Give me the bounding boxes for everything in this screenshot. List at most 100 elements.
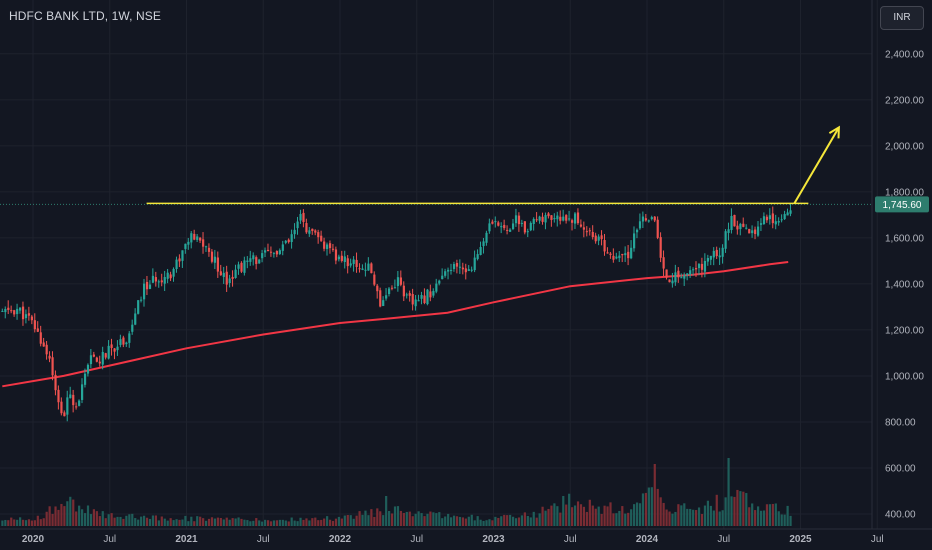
candle-body [547, 213, 550, 217]
candle-body [597, 236, 600, 241]
candle-body [703, 260, 707, 272]
volume-bar [423, 516, 426, 526]
candle-body [426, 289, 429, 305]
candle-body [706, 258, 710, 262]
candle-body [81, 384, 84, 400]
volume-bar [724, 497, 727, 526]
volume-bar [302, 519, 305, 526]
candle-body [768, 215, 771, 220]
candle-body [535, 219, 538, 221]
candle-body [786, 212, 789, 216]
candle-body [441, 275, 444, 280]
candle-body [101, 351, 104, 365]
candle-body [225, 271, 228, 285]
candle-body [222, 272, 225, 277]
candle-body [591, 231, 594, 238]
volume-bar [272, 520, 276, 526]
candle-body [252, 255, 255, 260]
volume-bar [756, 506, 760, 526]
candle-body [594, 235, 597, 242]
volume-bar [414, 513, 417, 526]
volume-bar [544, 510, 547, 526]
volume-bar [390, 513, 394, 526]
volume-bar [748, 507, 751, 526]
candle-body [24, 314, 28, 319]
volume-bar [178, 519, 181, 526]
price-tick-label: 1,000.00 [885, 371, 924, 382]
candle-body [376, 285, 379, 292]
volume-bar [553, 503, 556, 526]
candle-body [379, 290, 382, 307]
candle-body [529, 222, 532, 231]
candle-body [317, 232, 320, 238]
volume-bar [441, 518, 444, 526]
volume-bar [576, 501, 580, 526]
candle-body [733, 214, 736, 227]
volume-bar [320, 519, 323, 526]
candle-body [697, 264, 701, 269]
volume-bar [470, 514, 473, 526]
volume-bar [697, 507, 701, 526]
volume-bar [399, 510, 403, 526]
volume-bar [420, 513, 423, 526]
volume-bar [432, 512, 435, 526]
candle-body [562, 216, 565, 221]
volume-bar [172, 520, 175, 526]
candle-body [204, 246, 208, 248]
volume-bar [721, 510, 724, 526]
candle-body [373, 274, 376, 285]
candle-body [13, 310, 16, 315]
volume-bar [160, 516, 163, 526]
volume-bar [148, 518, 152, 526]
candle-body [712, 250, 715, 258]
candle-body [556, 215, 559, 220]
candle-body [352, 259, 355, 264]
time-tick-label: 2021 [175, 534, 198, 545]
candle-body [145, 281, 149, 290]
volume-bar [193, 521, 196, 526]
price-tick-label: 1,800.00 [885, 187, 924, 198]
volume-bar [408, 511, 411, 526]
price-tick-label: 1,200.00 [885, 325, 924, 336]
candle-body [284, 240, 287, 243]
currency-button[interactable]: INR [880, 6, 924, 30]
price-tick-label: 1,400.00 [885, 279, 924, 290]
candle-body [677, 270, 680, 278]
volume-bar [326, 516, 329, 526]
candle-body [42, 342, 45, 347]
candle-body [1, 310, 4, 312]
volume-bar [644, 492, 648, 526]
time-tick-label: Jul [257, 534, 270, 545]
candle-body [482, 241, 485, 247]
candle-body [671, 280, 674, 284]
volume-bar [243, 519, 246, 526]
volume-bar [447, 513, 450, 526]
candle-body [774, 221, 777, 225]
candle-body [506, 229, 509, 231]
volume-bar [184, 515, 187, 526]
candle-body [385, 295, 388, 299]
volume-bar [689, 508, 692, 526]
candle-body [461, 267, 464, 270]
volume-bar [727, 458, 730, 526]
candle-body [606, 252, 609, 254]
volume-bar [305, 518, 308, 526]
price-tick-label: 1,600.00 [885, 233, 924, 244]
candle-body [458, 266, 462, 268]
volume-bar [21, 519, 25, 526]
candle-body [10, 310, 13, 312]
candle-body [107, 345, 110, 359]
candle-body [432, 290, 435, 296]
candle-body [467, 269, 470, 271]
volume-bar [373, 516, 376, 526]
candle-body [216, 257, 219, 272]
volume-bar [455, 516, 459, 526]
candle-body [777, 221, 780, 223]
volume-bar [647, 487, 650, 526]
candle-body [358, 268, 361, 270]
price-tick-label: 2,200.00 [885, 95, 924, 106]
candle-body [187, 241, 190, 245]
candle-body [175, 259, 178, 270]
volume-bar [60, 503, 63, 526]
